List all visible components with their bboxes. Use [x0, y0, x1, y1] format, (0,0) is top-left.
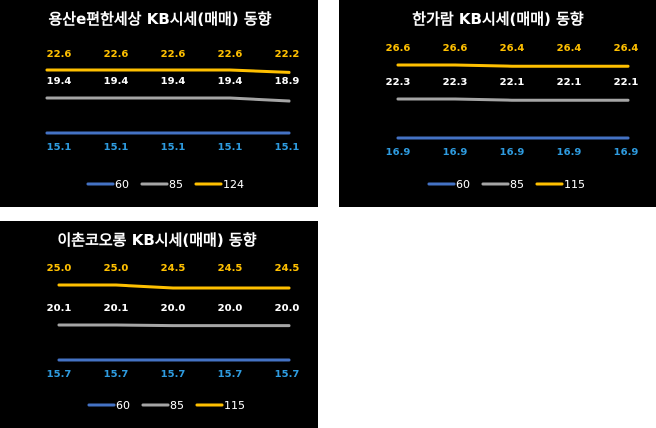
data-label-115: 26.6	[443, 43, 468, 54]
legend-label-85: 85	[170, 399, 184, 412]
data-label-85: 20.0	[161, 303, 186, 314]
data-label-60: 16.9	[557, 147, 582, 158]
data-label-60: 15.7	[275, 369, 300, 380]
data-label-60: 15.7	[47, 369, 72, 380]
data-label-85: 22.1	[557, 77, 582, 88]
data-label-124: 22.6	[47, 49, 72, 60]
series-line-115	[57, 283, 291, 290]
data-label-85: 18.9	[275, 76, 300, 87]
chart-panel-ichon-kolon: 이촌코오롱 KB시세(매매) 동향 15.7 15.7 15.7 15.7 15.7 20.…	[0, 221, 318, 428]
data-label-115: 26.4	[500, 43, 525, 54]
data-label-115: 26.4	[614, 43, 639, 54]
chart-title: 이촌코오롱 KB시세(매매) 동향	[57, 231, 256, 249]
data-label-85: 20.1	[104, 303, 129, 314]
data-label-60: 15.7	[161, 369, 186, 380]
chart-title: 한가람 KB시세(매매) 동향	[412, 10, 584, 28]
data-label-60: 16.9	[500, 147, 525, 158]
data-label-85: 19.4	[218, 76, 243, 87]
data-label-115: 24.5	[161, 263, 186, 274]
data-label-85: 22.3	[386, 77, 411, 88]
data-label-85: 20.0	[275, 303, 300, 314]
data-label-124: 22.6	[218, 49, 243, 60]
data-label-60: 15.7	[218, 369, 243, 380]
series-line-85	[45, 96, 291, 103]
data-label-85: 19.4	[104, 76, 129, 87]
legend-label-115: 115	[564, 178, 585, 191]
legend-label-60: 60	[116, 399, 130, 412]
data-label-85: 22.1	[614, 77, 639, 88]
data-label-85: 22.3	[443, 77, 468, 88]
data-label-60: 15.1	[161, 142, 186, 153]
data-label-60: 15.1	[104, 142, 129, 153]
legend-label-60: 60	[115, 178, 129, 191]
data-label-85: 20.1	[47, 303, 72, 314]
series-line-115	[396, 63, 630, 68]
data-label-60: 15.7	[104, 369, 129, 380]
series-line-124	[45, 68, 291, 74]
chart-svg-hangaram: 한가람 KB시세(매매) 동향 16.9 16.9 16.9 16.9 16.9 22.3 2…	[386, 10, 639, 191]
legend-label-60: 60	[456, 178, 470, 191]
data-label-115: 25.0	[47, 263, 72, 274]
chart-panel-hangaram: 한가람 KB시세(매매) 동향 16.9 16.9 16.9 16.9 16.9 22.3 2…	[339, 0, 656, 207]
chart-panel-yongsan: 용산e편한세상 KB시세(매매) 동향 15.1 15.1 15.1 15.1 15.1 1…	[0, 0, 318, 207]
data-label-60: 15.1	[47, 142, 72, 153]
legend-label-115: 115	[224, 399, 245, 412]
legend-label-124: 124	[223, 178, 244, 191]
data-label-85: 19.4	[161, 76, 186, 87]
data-label-115: 24.5	[218, 263, 243, 274]
chart-svg-ichon-kolon: 이촌코오롱 KB시세(매매) 동향 15.7 15.7 15.7 15.7 15.7 20.…	[47, 231, 300, 412]
data-label-60: 15.1	[218, 142, 243, 153]
data-label-60: 16.9	[443, 147, 468, 158]
data-label-85: 19.4	[47, 76, 72, 87]
series-line-85	[396, 97, 630, 102]
chart-title: 용산e편한세상 KB시세(매매) 동향	[49, 10, 272, 28]
series-line-85	[57, 323, 291, 328]
data-label-85: 22.1	[500, 77, 525, 88]
data-label-124: 22.6	[104, 49, 129, 60]
legend-label-85: 85	[169, 178, 183, 191]
data-label-60: 15.1	[275, 142, 300, 153]
legend-label-85: 85	[510, 178, 524, 191]
data-label-115: 26.4	[557, 43, 582, 54]
data-label-60: 16.9	[386, 147, 411, 158]
chart-svg-yongsan: 용산e편한세상 KB시세(매매) 동향 15.1 15.1 15.1 15.1 15.1 1…	[45, 10, 300, 191]
data-label-115: 25.0	[104, 263, 129, 274]
data-label-124: 22.2	[275, 49, 300, 60]
data-label-115: 26.6	[386, 43, 411, 54]
data-label-115: 24.5	[275, 263, 300, 274]
data-label-60: 16.9	[614, 147, 639, 158]
data-label-124: 22.6	[161, 49, 186, 60]
data-label-85: 20.0	[218, 303, 243, 314]
